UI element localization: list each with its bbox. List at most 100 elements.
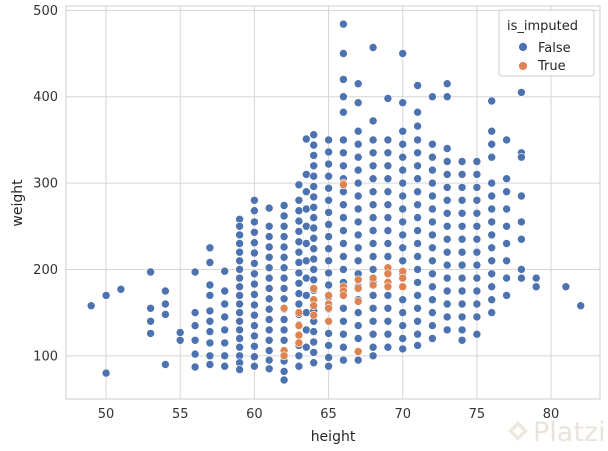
point-false [368, 116, 378, 126]
point-false [413, 135, 422, 145]
point-false [368, 291, 378, 300]
point-false [472, 329, 482, 339]
point-false [339, 329, 348, 339]
point-false [398, 152, 408, 162]
point-false [398, 308, 408, 317]
point-false [457, 312, 467, 322]
point-false [472, 234, 482, 244]
point-false [264, 294, 274, 304]
point-false [442, 92, 452, 101]
point-false [301, 291, 311, 300]
point-false [502, 187, 511, 196]
x-tick-label: 55 [172, 407, 189, 422]
point-false [175, 328, 185, 337]
point-false [250, 341, 259, 351]
point-false [413, 213, 422, 222]
point-false [324, 361, 333, 371]
point-false [190, 349, 200, 359]
point-false [294, 268, 304, 278]
x-axis-label: height [311, 429, 356, 445]
point-false [220, 338, 229, 348]
point-false [398, 256, 408, 266]
point-false [353, 139, 363, 149]
point-false [487, 269, 497, 279]
points-false [86, 19, 586, 385]
point-false [383, 226, 393, 235]
point-false [457, 325, 467, 335]
point-false [294, 196, 304, 205]
point-false [235, 230, 244, 240]
point-false [264, 263, 274, 273]
point-false [442, 260, 452, 270]
point-false [428, 92, 437, 101]
point-false [487, 191, 497, 201]
point-false [339, 316, 348, 326]
y-axis-label: weight [10, 179, 26, 227]
point-false [487, 96, 497, 106]
point-false [517, 234, 526, 244]
point-false [264, 203, 274, 213]
point-false [442, 325, 452, 335]
point-false [309, 151, 319, 160]
point-false [368, 161, 378, 171]
point-false [472, 273, 482, 283]
point-false [398, 230, 408, 240]
point-false [353, 98, 363, 107]
point-false [442, 299, 452, 309]
point-false [398, 344, 408, 354]
point-false [220, 312, 229, 322]
point-false [309, 171, 319, 181]
point-false [353, 152, 363, 162]
point-false [457, 247, 467, 257]
point-false [220, 266, 229, 276]
legend-label-true: True [537, 59, 566, 74]
point-false [442, 209, 452, 218]
point-false [428, 204, 437, 214]
point-false [517, 191, 526, 201]
point-true [353, 275, 363, 285]
point-false [309, 265, 319, 274]
point-false [339, 49, 348, 58]
point-false [353, 126, 363, 136]
point-false [205, 360, 215, 369]
point-false [339, 75, 348, 84]
point-false [161, 360, 170, 369]
point-false [428, 269, 437, 279]
point-false [457, 286, 467, 296]
point-false [398, 217, 408, 227]
point-false [442, 286, 452, 296]
point-false [301, 325, 311, 335]
point-false [561, 282, 571, 292]
point-false [413, 291, 422, 300]
point-false [161, 310, 170, 319]
point-false [301, 342, 311, 352]
point-false [368, 303, 378, 313]
point-false [324, 196, 333, 205]
point-false [383, 303, 393, 313]
point-false [487, 178, 497, 188]
point-false [339, 342, 348, 352]
point-false [398, 204, 408, 214]
point-false [101, 291, 111, 300]
point-false [428, 243, 437, 253]
legend-marker-false [518, 42, 528, 52]
point-false [502, 135, 511, 145]
point-false [457, 260, 467, 270]
point-false [339, 135, 348, 145]
point-false [264, 304, 274, 314]
point-false [339, 161, 348, 171]
point-false [413, 148, 422, 158]
point-true [294, 308, 304, 317]
point-true [398, 273, 408, 283]
legend-marker-true [518, 61, 528, 71]
point-false [413, 316, 422, 326]
point-false [324, 171, 333, 181]
point-false [250, 196, 259, 205]
point-false [383, 239, 393, 248]
point-false [235, 365, 244, 374]
y-tick-label: 100 [33, 349, 58, 364]
point-false [472, 157, 482, 166]
point-false [442, 273, 452, 283]
point-false [368, 351, 378, 361]
